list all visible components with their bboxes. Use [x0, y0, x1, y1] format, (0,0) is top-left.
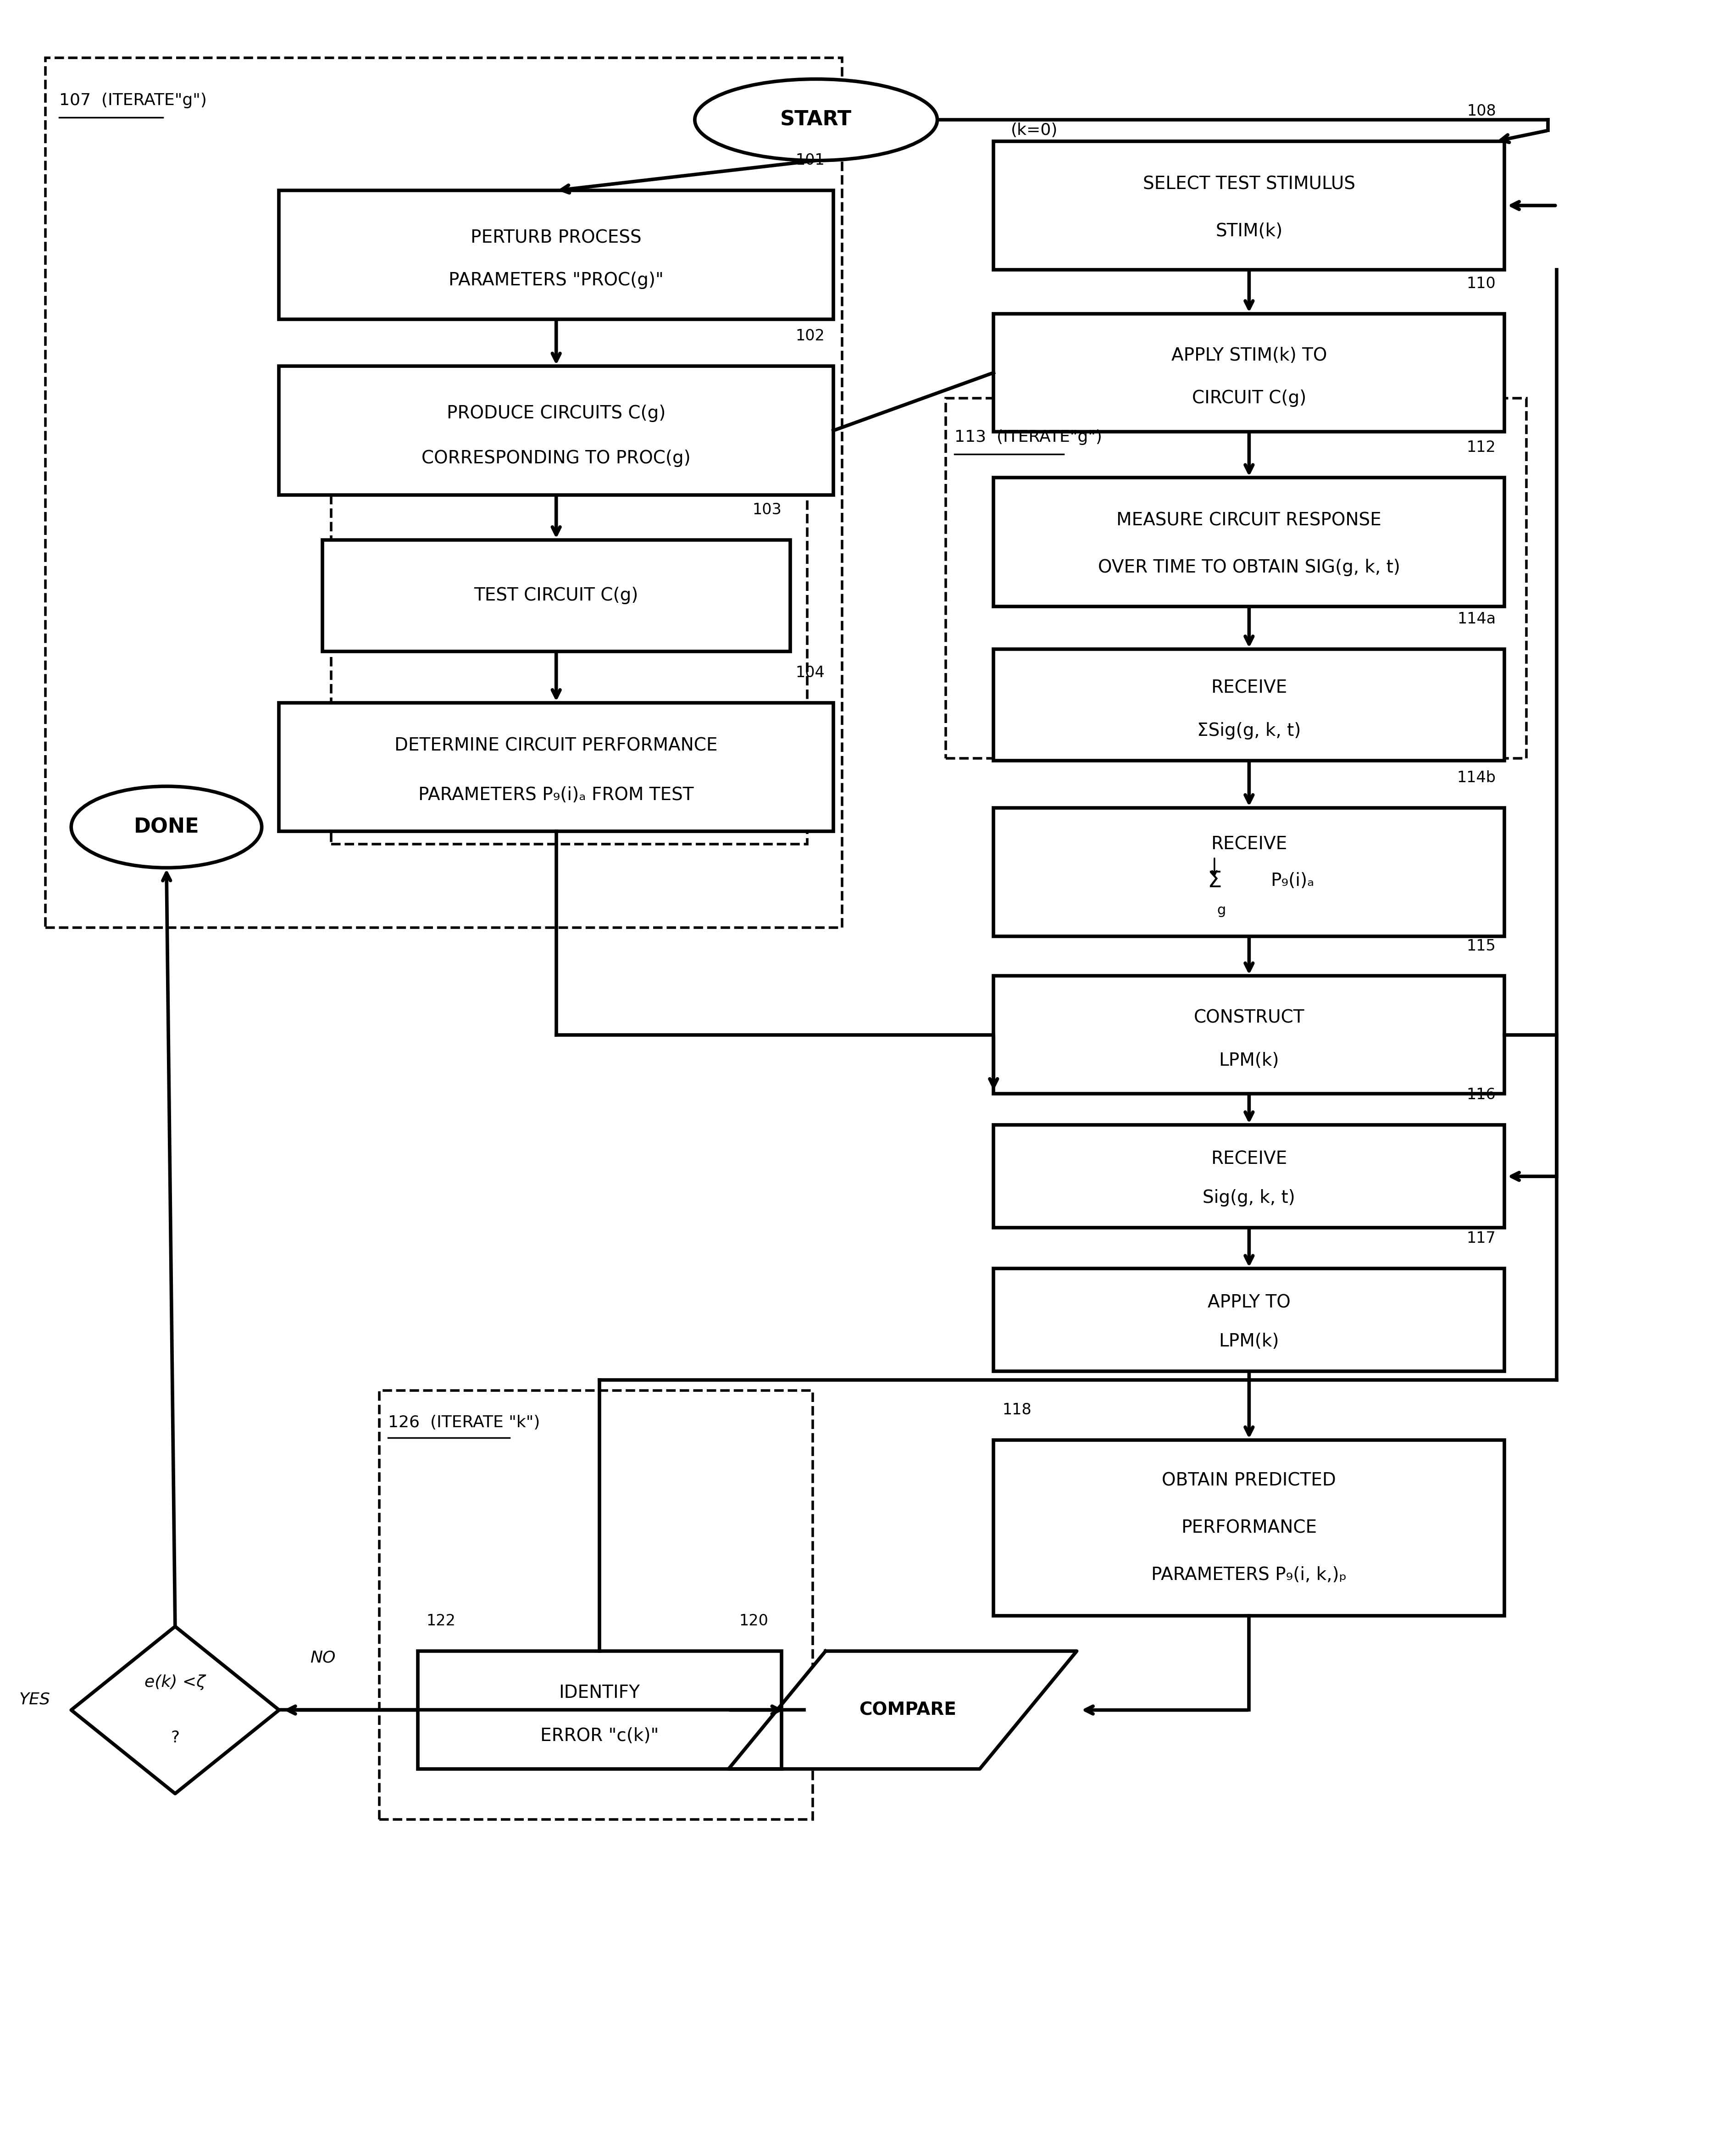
Text: COMPARE: COMPARE — [859, 1700, 957, 1720]
Text: (k=0): (k=0) — [1010, 122, 1057, 137]
Bar — [380, 1391, 812, 1819]
Text: 114b: 114b — [1457, 771, 1496, 786]
FancyBboxPatch shape — [993, 1125, 1505, 1228]
Text: PARAMETERS "PROC(g)": PARAMETERS "PROC(g)" — [448, 273, 663, 290]
FancyBboxPatch shape — [993, 977, 1505, 1093]
Text: LPM(k): LPM(k) — [1219, 1052, 1279, 1069]
Text: IDENTIFY: IDENTIFY — [559, 1683, 641, 1703]
FancyBboxPatch shape — [323, 539, 790, 651]
Text: 101: 101 — [795, 152, 825, 167]
Text: 104: 104 — [795, 666, 825, 681]
Text: e(k) <ζ: e(k) <ζ — [144, 1675, 205, 1690]
Text: CONSTRUCT: CONSTRUCT — [1194, 1009, 1304, 1026]
Text: 120: 120 — [740, 1615, 769, 1630]
Text: TEST CIRCUIT C(g): TEST CIRCUIT C(g) — [474, 586, 639, 603]
Text: 112: 112 — [1467, 440, 1496, 455]
Text: g: g — [1217, 904, 1226, 917]
Text: PRODUCE CIRCUITS C(g): PRODUCE CIRCUITS C(g) — [446, 404, 665, 423]
Text: 114a: 114a — [1457, 612, 1496, 627]
Bar — [332, 451, 807, 844]
Text: LPM(k): LPM(k) — [1219, 1333, 1279, 1350]
FancyBboxPatch shape — [279, 702, 833, 831]
Text: CIRCUIT C(g): CIRCUIT C(g) — [1193, 391, 1305, 408]
FancyBboxPatch shape — [993, 477, 1505, 605]
Text: ΣSig(g, k, t): ΣSig(g, k, t) — [1198, 721, 1300, 739]
Text: RECEIVE: RECEIVE — [1212, 835, 1286, 852]
Text: RECEIVE: RECEIVE — [1212, 678, 1286, 696]
FancyBboxPatch shape — [418, 1651, 781, 1769]
Text: START: START — [779, 109, 852, 129]
Text: DONE: DONE — [134, 818, 200, 837]
Text: 122: 122 — [427, 1615, 455, 1630]
Text: P₉(i)ₐ: P₉(i)ₐ — [1271, 872, 1314, 889]
Text: OBTAIN PREDICTED: OBTAIN PREDICTED — [1161, 1473, 1337, 1490]
Text: APPLY STIM(k) TO: APPLY STIM(k) TO — [1172, 348, 1326, 365]
FancyBboxPatch shape — [993, 807, 1505, 936]
Text: 118: 118 — [1002, 1402, 1031, 1417]
Polygon shape — [71, 1627, 279, 1793]
Text: 113  (ITERATE"g"): 113 (ITERATE"g") — [955, 429, 1102, 444]
Text: Sig(g, k, t): Sig(g, k, t) — [1203, 1189, 1295, 1207]
Text: SELECT TEST STIMULUS: SELECT TEST STIMULUS — [1142, 176, 1356, 193]
Text: DETERMINE CIRCUIT PERFORMANCE: DETERMINE CIRCUIT PERFORMANCE — [394, 736, 717, 754]
Text: STIM(k): STIM(k) — [1215, 223, 1283, 240]
Text: 126  (ITERATE "k"): 126 (ITERATE "k") — [389, 1415, 540, 1430]
FancyBboxPatch shape — [993, 313, 1505, 432]
Text: YES: YES — [19, 1692, 50, 1707]
Text: 117: 117 — [1467, 1230, 1496, 1245]
Text: 103: 103 — [752, 502, 781, 517]
Text: 108: 108 — [1467, 103, 1496, 118]
FancyBboxPatch shape — [279, 367, 833, 494]
Text: ?: ? — [170, 1730, 179, 1746]
FancyBboxPatch shape — [279, 191, 833, 320]
Text: 107  (ITERATE"g"): 107 (ITERATE"g") — [59, 92, 207, 107]
Text: PARAMETERS P₉(i, k,)ₚ: PARAMETERS P₉(i, k,)ₚ — [1151, 1567, 1347, 1584]
Bar — [946, 399, 1526, 758]
FancyBboxPatch shape — [993, 1269, 1505, 1372]
Ellipse shape — [694, 79, 937, 161]
Text: 110: 110 — [1467, 277, 1496, 292]
Text: RECEIVE: RECEIVE — [1212, 1151, 1286, 1168]
Text: NO: NO — [311, 1649, 335, 1666]
Text: 116: 116 — [1467, 1086, 1496, 1104]
Polygon shape — [729, 1651, 1076, 1769]
Text: OVER TIME TO OBTAIN SIG(g, k, t): OVER TIME TO OBTAIN SIG(g, k, t) — [1097, 558, 1401, 575]
Bar — [45, 58, 842, 928]
Text: ERROR "c(k)": ERROR "c(k)" — [540, 1726, 658, 1746]
Text: 115: 115 — [1467, 938, 1496, 953]
Text: Σ: Σ — [1207, 870, 1222, 891]
FancyBboxPatch shape — [993, 1441, 1505, 1617]
Text: APPLY TO: APPLY TO — [1208, 1295, 1290, 1312]
Text: PARAMETERS P₉(i)ₐ FROM TEST: PARAMETERS P₉(i)ₐ FROM TEST — [418, 786, 694, 803]
Text: MEASURE CIRCUIT RESPONSE: MEASURE CIRCUIT RESPONSE — [1116, 511, 1382, 530]
Text: CORRESPONDING TO PROC(g): CORRESPONDING TO PROC(g) — [422, 449, 691, 468]
Text: PERFORMANCE: PERFORMANCE — [1180, 1520, 1318, 1537]
Text: PERTURB PROCESS: PERTURB PROCESS — [470, 230, 642, 247]
Text: 102: 102 — [795, 328, 825, 344]
FancyBboxPatch shape — [993, 142, 1505, 271]
FancyBboxPatch shape — [993, 648, 1505, 760]
Ellipse shape — [71, 786, 262, 867]
